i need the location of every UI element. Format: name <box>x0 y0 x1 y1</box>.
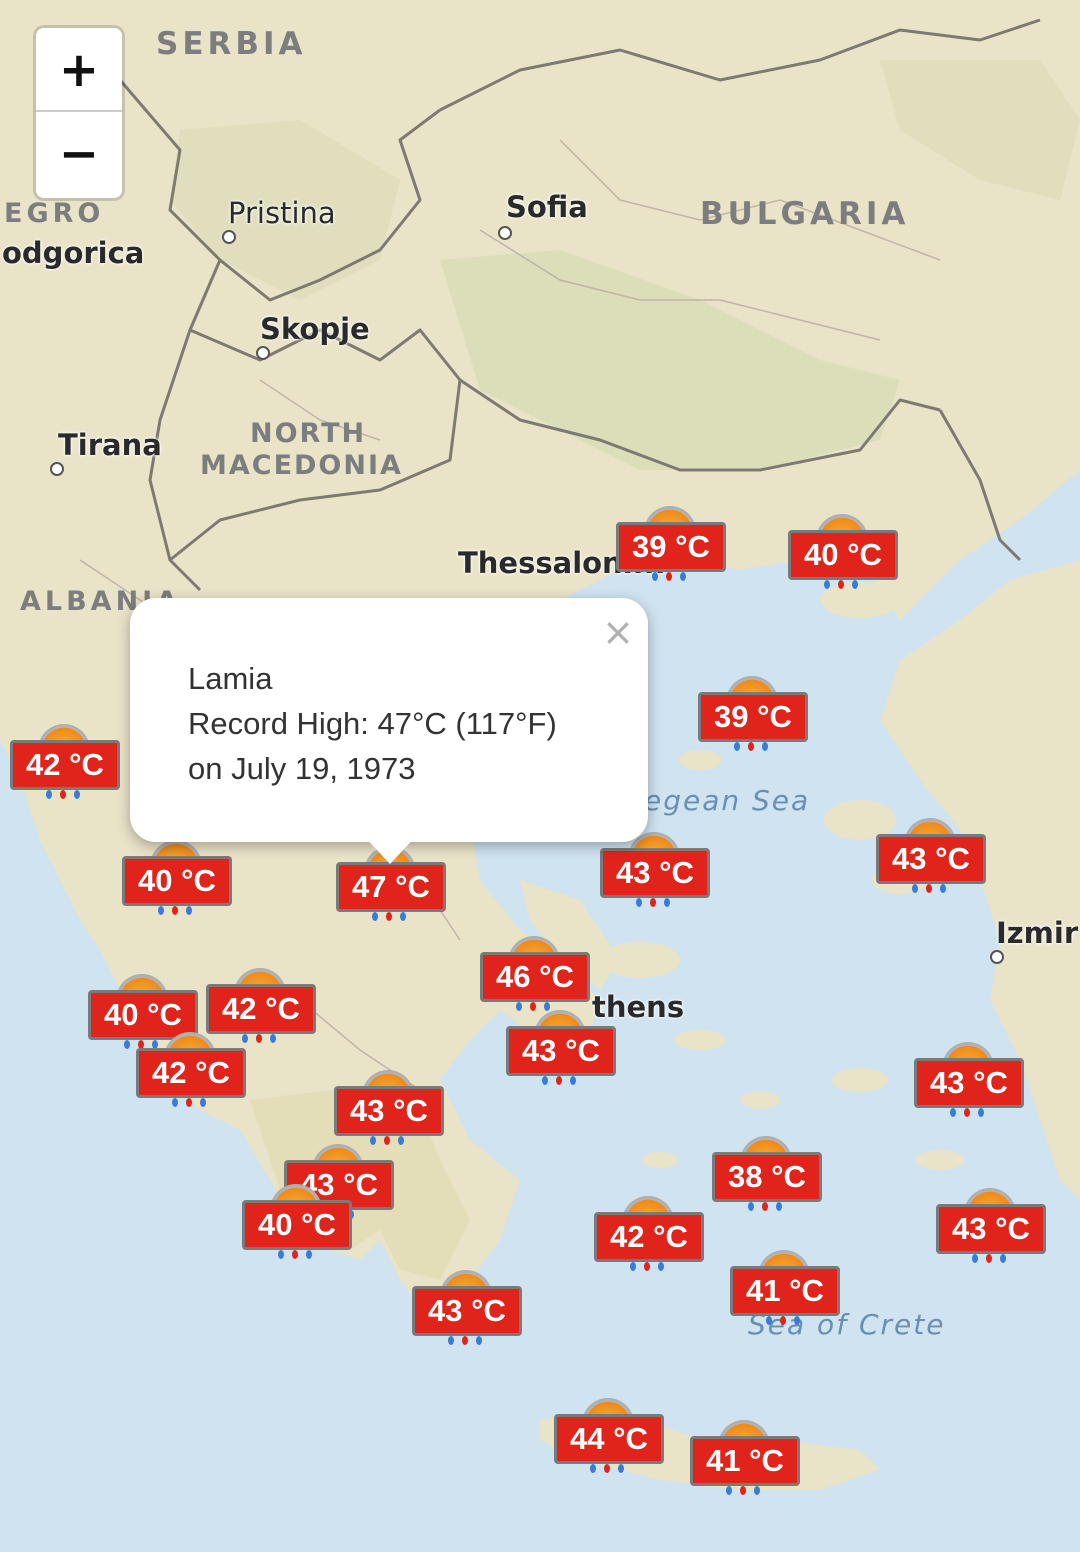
rain-drops-icon <box>448 1336 488 1346</box>
temperature-marker[interactable]: 42 °C <box>136 1032 246 1108</box>
label-serbia: SERBIA <box>156 26 307 62</box>
rain-drops-icon <box>824 580 864 590</box>
temperature-label: 39 °C <box>616 522 726 572</box>
rain-drops-icon <box>172 1098 212 1108</box>
temperature-label: 40 °C <box>788 530 898 580</box>
label-skopje: Skopje <box>260 312 370 346</box>
rain-drops-icon <box>278 1250 318 1260</box>
temperature-label: 42 °C <box>594 1212 704 1262</box>
rain-drops-icon <box>242 1034 282 1044</box>
temperature-label: 41 °C <box>690 1436 800 1486</box>
temperature-marker[interactable]: 40 °C <box>788 514 898 590</box>
label-izmir: Izmir <box>996 916 1079 950</box>
temperature-marker[interactable]: 41 °C <box>690 1420 800 1496</box>
temperature-marker[interactable]: 40 °C <box>242 1184 352 1260</box>
rain-drops-icon <box>652 572 692 582</box>
temperature-label: 44 °C <box>554 1414 664 1464</box>
temperature-marker[interactable]: 39 °C <box>616 506 726 582</box>
temperature-label: 42 °C <box>10 740 120 790</box>
temperature-label: 40 °C <box>88 990 198 1040</box>
rain-drops-icon <box>372 912 412 922</box>
city-dot-tirana <box>50 462 64 476</box>
temperature-label: 46 °C <box>480 952 590 1002</box>
temperature-label: 43 °C <box>506 1026 616 1076</box>
popup-tip <box>362 834 418 864</box>
rain-drops-icon <box>630 1262 670 1272</box>
rain-drops-icon <box>734 742 774 752</box>
rain-drops-icon <box>158 906 198 916</box>
label-aegean-sea: egean Sea <box>644 784 811 817</box>
popup-record-high: Record High: 47°C (117°F) <box>188 706 557 741</box>
info-popup: × Lamia Record High: 47°C (117°F) on Jul… <box>130 598 648 864</box>
temperature-marker[interactable]: 39 °C <box>698 676 808 752</box>
rain-drops-icon <box>590 1464 630 1474</box>
rain-drops-icon <box>46 790 86 800</box>
temperature-label: 43 °C <box>876 834 986 884</box>
temperature-marker[interactable]: 42 °C <box>10 724 120 800</box>
temperature-label: 41 °C <box>730 1266 840 1316</box>
temperature-marker[interactable]: 41 °C <box>730 1250 840 1326</box>
city-dot-skopje <box>256 346 270 360</box>
city-dot-izmir <box>990 950 1004 964</box>
temperature-label: 43 °C <box>914 1058 1024 1108</box>
label-athens: thens <box>592 990 685 1024</box>
temperature-marker[interactable]: 43 °C <box>334 1070 444 1146</box>
popup-content: Lamia Record High: 47°C (117°F) on July … <box>188 656 557 791</box>
zoom-out-button[interactable]: − <box>36 112 122 196</box>
zoom-in-button[interactable]: + <box>36 28 122 112</box>
temperature-marker[interactable]: 44 °C <box>554 1398 664 1474</box>
temperature-label: 38 °C <box>712 1152 822 1202</box>
temperature-marker[interactable]: 40 °C <box>88 974 198 1050</box>
temperature-marker[interactable]: 43 °C <box>600 832 710 908</box>
rain-drops-icon <box>726 1486 766 1496</box>
popup-close-button[interactable]: × <box>602 610 634 654</box>
temperature-label: 43 °C <box>334 1086 444 1136</box>
temperature-label: 42 °C <box>206 984 316 1034</box>
city-dot-sofia <box>498 226 512 240</box>
temperature-marker[interactable]: 47 °C <box>336 846 446 922</box>
temperature-label: 47 °C <box>336 862 446 912</box>
label-podgorica: odgorica <box>2 236 145 270</box>
label-montenegro: EGRO <box>4 198 105 229</box>
label-sofia: Sofia <box>506 190 588 224</box>
temperature-marker[interactable]: 43 °C <box>506 1010 616 1086</box>
temperature-marker[interactable]: 42 °C <box>206 968 316 1044</box>
rain-drops-icon <box>124 1040 164 1050</box>
rain-drops-icon <box>950 1108 990 1118</box>
city-dot-pristina <box>222 230 236 244</box>
rain-drops-icon <box>516 1002 556 1012</box>
label-north-macedonia-1: NORTH <box>250 418 367 449</box>
temperature-label: 39 °C <box>698 692 808 742</box>
temperature-marker[interactable]: 43 °C <box>914 1042 1024 1118</box>
temperature-label: 40 °C <box>122 856 232 906</box>
temperature-marker[interactable]: 43 °C <box>936 1188 1046 1264</box>
zoom-control: + − <box>36 28 122 198</box>
rain-drops-icon <box>748 1202 788 1212</box>
label-bulgaria: BULGARIA <box>700 196 910 232</box>
label-tirana: Tirana <box>58 428 162 462</box>
popup-city: Lamia <box>188 661 273 696</box>
temperature-marker[interactable]: 46 °C <box>480 936 590 1012</box>
temperature-label: 43 °C <box>412 1286 522 1336</box>
temperature-marker[interactable]: 43 °C <box>876 818 986 894</box>
temperature-marker[interactable]: 43 °C <box>412 1270 522 1346</box>
label-pristina: Pristina <box>228 196 336 230</box>
rain-drops-icon <box>766 1316 806 1326</box>
rain-drops-icon <box>542 1076 582 1086</box>
popup-record-date: on July 19, 1973 <box>188 751 416 786</box>
temperature-label: 43 °C <box>936 1204 1046 1254</box>
label-north-macedonia-2: MACEDONIA <box>200 450 403 481</box>
rain-drops-icon <box>912 884 952 894</box>
temperature-label: 42 °C <box>136 1048 246 1098</box>
temperature-label: 40 °C <box>242 1200 352 1250</box>
rain-drops-icon <box>636 898 676 908</box>
rain-drops-icon <box>972 1254 1012 1264</box>
temperature-marker[interactable]: 38 °C <box>712 1136 822 1212</box>
temperature-marker[interactable]: 40 °C <box>122 840 232 916</box>
temperature-label: 43 °C <box>600 848 710 898</box>
rain-drops-icon <box>370 1136 410 1146</box>
temperature-marker[interactable]: 42 °C <box>594 1196 704 1272</box>
